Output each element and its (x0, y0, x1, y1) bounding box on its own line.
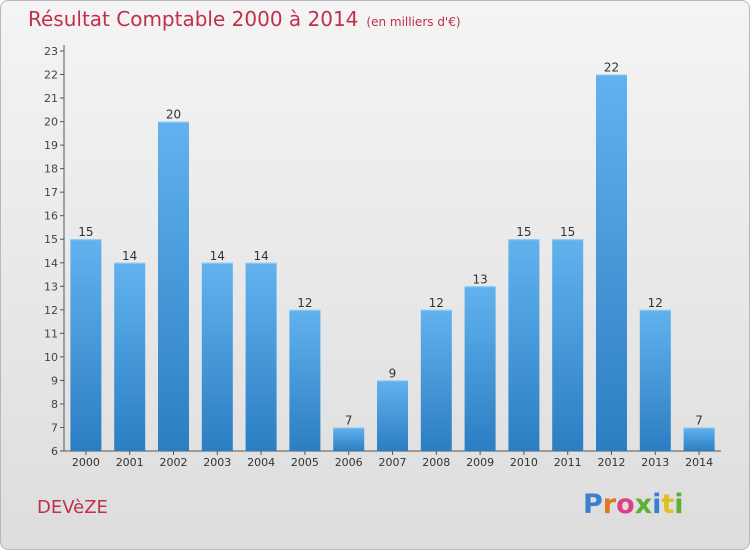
y-tick-label: 11 (44, 327, 58, 340)
y-tick-label: 7 (51, 421, 58, 434)
chart-title-text: Résultat Comptable 2000 à 2014 (28, 7, 359, 31)
x-tick-label: 2002 (160, 456, 188, 469)
data-label: 7 (345, 413, 353, 427)
x-tick-label: 2014 (685, 456, 713, 469)
y-tick-label: 9 (51, 374, 58, 387)
bar (114, 262, 146, 451)
data-label: 12 (297, 296, 312, 310)
data-label: 14 (253, 249, 268, 263)
data-label: 15 (560, 225, 575, 239)
logo-letter: x (634, 489, 653, 520)
y-tick-label: 16 (44, 210, 58, 223)
x-tick-label: 2003 (203, 456, 231, 469)
y-tick-label: 6 (51, 445, 58, 458)
x-tick-label: 2010 (510, 456, 538, 469)
data-label: 14 (210, 249, 225, 263)
y-tick-label: 8 (51, 398, 58, 411)
y-tick-label: 14 (44, 257, 58, 270)
x-tick-label: 2004 (247, 456, 275, 469)
data-label: 9 (389, 366, 397, 380)
bar (552, 239, 584, 451)
data-label: 22 (604, 61, 619, 75)
bar (420, 309, 452, 451)
place-name: DEVèZE (37, 497, 108, 518)
y-tick-label: 23 (44, 45, 58, 58)
logo-letter: i (652, 489, 662, 520)
y-tick-label: 10 (44, 351, 58, 364)
y-tick-label: 15 (44, 233, 58, 246)
data-label: 20 (166, 108, 181, 122)
x-tick-label: 2000 (72, 456, 100, 469)
logo-letter: o (616, 489, 635, 520)
data-label: 13 (472, 272, 487, 286)
data-label: 15 (78, 225, 93, 239)
y-tick-label: 21 (44, 92, 58, 105)
x-tick-label: 2008 (422, 456, 450, 469)
x-tick-label: 2009 (466, 456, 494, 469)
chart-subtitle: (en milliers d'€) (366, 15, 461, 29)
logo-letter: P (583, 489, 603, 520)
y-tick-label: 18 (44, 163, 58, 176)
y-tick-label: 20 (44, 116, 58, 129)
data-label: 7 (695, 413, 703, 427)
bar (333, 427, 365, 451)
x-tick-label: 2001 (116, 456, 144, 469)
bar (158, 121, 189, 452)
bar (508, 239, 540, 451)
x-tick-label: 2007 (379, 456, 407, 469)
y-tick-label: 17 (44, 186, 58, 199)
bar (245, 262, 277, 451)
x-tick-label: 2006 (335, 456, 363, 469)
data-label: 12 (429, 296, 444, 310)
y-tick-label: 22 (44, 69, 58, 82)
logo-letter: r (602, 489, 617, 520)
x-tick-label: 2012 (598, 456, 626, 469)
data-label: 14 (122, 249, 137, 263)
data-label: 15 (516, 225, 531, 239)
x-tick-label: 2013 (641, 456, 669, 469)
logo-letter: i (674, 489, 684, 520)
y-tick-label: 12 (44, 304, 58, 317)
data-label: 12 (648, 296, 663, 310)
y-tick-label: 19 (44, 139, 58, 152)
bar (464, 286, 496, 451)
bar (596, 74, 627, 451)
bar (289, 309, 321, 451)
y-tick-label: 13 (44, 280, 58, 293)
bar (201, 262, 233, 451)
bar (683, 427, 715, 451)
proxiti-logo: Proxiti (583, 489, 684, 520)
x-tick-label: 2005 (291, 456, 319, 469)
x-tick-label: 2011 (554, 456, 582, 469)
bar (639, 309, 671, 451)
bar (377, 380, 408, 451)
bar (70, 239, 102, 451)
logo-letter: t (661, 489, 675, 520)
chart-title: Résultat Comptable 2000 à 2014 (en millie… (28, 7, 461, 31)
